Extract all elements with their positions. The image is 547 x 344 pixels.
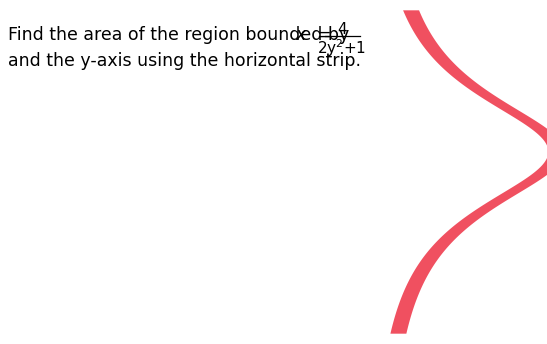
Polygon shape — [391, 10, 547, 334]
Text: Find the area of the region bounded by: Find the area of the region bounded by — [8, 26, 355, 44]
Text: 2y$^2$+1: 2y$^2$+1 — [317, 37, 366, 59]
Text: $x$  =: $x$ = — [295, 26, 331, 44]
Text: and the y-axis using the horizontal strip.: and the y-axis using the horizontal stri… — [8, 52, 361, 70]
Text: 4: 4 — [337, 22, 347, 37]
